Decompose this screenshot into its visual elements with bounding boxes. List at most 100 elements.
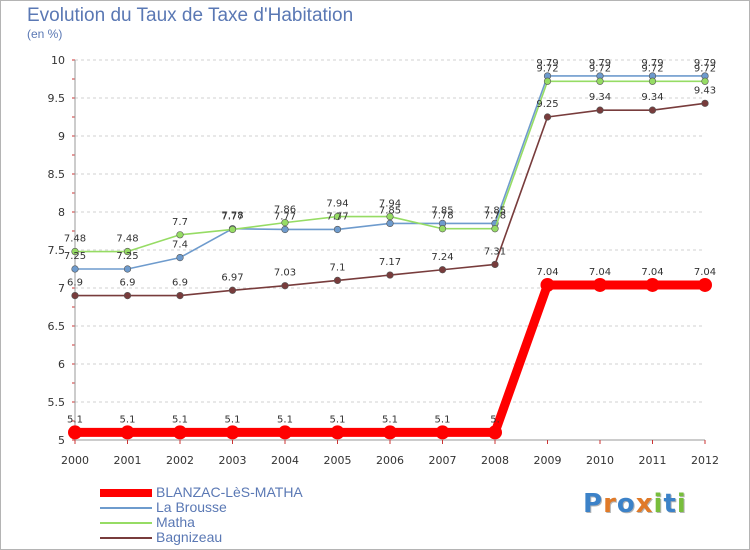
data-point: [71, 265, 79, 273]
data-point: [281, 225, 289, 234]
series-line: [75, 280, 705, 437]
y-tick-label: 7: [58, 282, 65, 295]
x-tick-label: 2007: [429, 454, 457, 467]
legend-swatch: [100, 537, 152, 539]
data-point: [173, 425, 187, 440]
data-label: 7.25: [116, 251, 138, 262]
data-label: 9.72: [694, 63, 716, 74]
data-point: [648, 106, 657, 114]
data-point: [120, 425, 135, 440]
data-label: 9.79: [536, 58, 558, 69]
data-point: [491, 260, 499, 269]
data-point: [278, 425, 292, 440]
x-tick-label: 2010: [586, 454, 614, 467]
data-point: [596, 77, 604, 85]
x-tick-label: 2011: [639, 454, 667, 467]
data-label: 9.34: [641, 92, 663, 103]
data-point: [491, 225, 499, 233]
series-3: [71, 99, 709, 300]
data-point: [68, 425, 82, 440]
data-point: [488, 425, 502, 440]
data-label: 7.85: [431, 205, 453, 216]
legend-swatch: [100, 507, 152, 509]
data-label: 7.48: [116, 234, 138, 245]
data-label: 9.34: [589, 92, 611, 103]
data-point: [645, 277, 660, 292]
data-point: [386, 219, 394, 227]
legend-label: La Brousse: [156, 499, 227, 515]
data-point: [701, 99, 709, 107]
y-tick-label: 6: [58, 358, 65, 371]
data-label: 9.72: [589, 63, 611, 74]
data-label: 7.04: [694, 267, 716, 278]
legend-item: BLANZAC-LèS-MATHA: [100, 484, 400, 501]
x-tick-label: 2004: [271, 454, 299, 467]
data-label: 7.04: [641, 267, 663, 278]
series-line: [75, 75, 705, 270]
y-tick-label: 9: [58, 130, 65, 143]
data-point: [176, 231, 184, 239]
data-label: 7.77: [274, 211, 296, 222]
data-point: [176, 254, 184, 262]
data-point: [71, 292, 79, 300]
data-point: [123, 247, 132, 256]
legend-item: La Brousse: [100, 499, 400, 516]
data-label: 7.1: [330, 262, 346, 273]
data-point: [383, 425, 397, 440]
data-label: 5.1: [172, 414, 188, 425]
data-point: [281, 282, 289, 290]
legend-label: BLANZAC-LèS-MATHA: [156, 484, 303, 500]
proxiti-logo: Proxiti: [583, 489, 687, 519]
data-label: 9.72: [536, 63, 558, 74]
y-tick-label: 5: [58, 434, 65, 447]
data-label: 7.4: [172, 240, 188, 251]
data-point: [228, 225, 237, 234]
data-point: [596, 106, 604, 114]
y-tick-label: 9.5: [48, 92, 66, 105]
x-tick-label: 2006: [376, 454, 404, 467]
data-point: [228, 286, 237, 294]
series-1: [71, 72, 709, 273]
data-point: [386, 271, 394, 279]
data-label: 7.78: [221, 211, 243, 222]
data-point: [225, 425, 240, 440]
data-label: 7.94: [379, 199, 401, 210]
chart-title: Evolution du Taux de Taxe d'Habitation: [27, 5, 354, 26]
data-label: 9.79: [641, 58, 663, 69]
data-label: 7.48: [64, 234, 86, 245]
data-point: [435, 425, 450, 440]
data-label: 5.1: [435, 414, 451, 425]
chart-legend: BLANZAC-LèS-MATHA La Brousse Matha Bagnizea…: [100, 484, 400, 546]
data-label: 7.85: [379, 205, 401, 216]
data-point: [333, 276, 342, 285]
data-point: [438, 225, 447, 233]
y-tick-label: 6.5: [48, 320, 66, 333]
series-0: [68, 277, 712, 440]
data-label: 5.1: [330, 414, 346, 425]
data-label: 6.9: [120, 278, 136, 289]
data-label: 9.79: [694, 58, 716, 69]
data-label: 7.94: [326, 199, 348, 210]
data-label: 6.97: [221, 272, 243, 283]
data-label: 5.1: [67, 414, 83, 425]
data-point: [698, 277, 712, 292]
legend-label: Matha: [156, 514, 195, 530]
x-tick-label: 2009: [534, 454, 562, 467]
data-label: 7.77: [326, 211, 348, 222]
data-label: 7.17: [379, 257, 401, 268]
data-point: [701, 77, 709, 85]
data-point: [543, 113, 552, 121]
y-tick-label: 8: [58, 206, 65, 219]
x-tick-label: 2001: [114, 454, 142, 467]
data-label: 5.: [490, 414, 500, 425]
legend-label: Bagnizeau: [156, 529, 223, 545]
data-label: 7.78: [484, 211, 506, 222]
data-point: [648, 77, 657, 85]
data-label: 5.1: [225, 414, 241, 425]
data-point: [71, 247, 79, 256]
x-tick-label: 2012: [691, 454, 719, 467]
y-tick-label: 7.5: [48, 244, 66, 257]
data-label: 5.1: [120, 414, 136, 425]
